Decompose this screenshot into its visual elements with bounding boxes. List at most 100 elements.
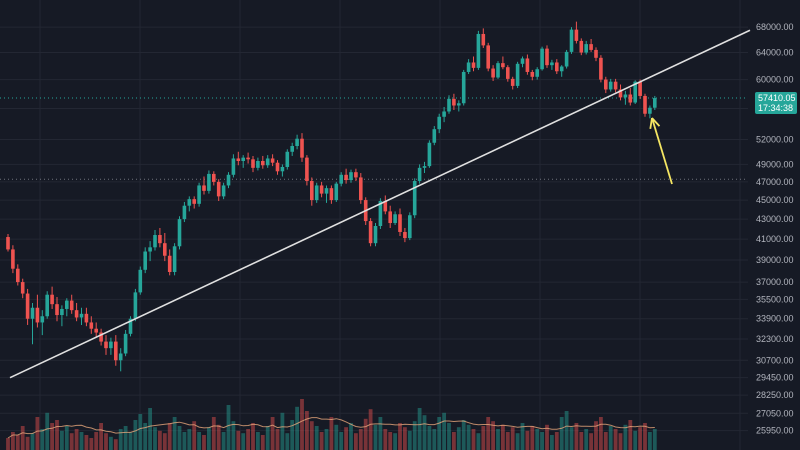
volume-bar bbox=[403, 427, 407, 450]
volume-bar bbox=[104, 433, 108, 450]
candle-body bbox=[123, 333, 128, 354]
volume-bar bbox=[447, 423, 451, 450]
volume-bar bbox=[197, 432, 201, 450]
candle-body bbox=[550, 62, 554, 66]
candle-body bbox=[510, 78, 515, 86]
volume-bar bbox=[510, 427, 515, 450]
volume-bar bbox=[94, 432, 99, 450]
candle-body bbox=[417, 167, 422, 181]
volume-bar bbox=[118, 429, 123, 450]
candle-body bbox=[545, 48, 549, 66]
candle-body bbox=[589, 44, 593, 50]
volume-bar bbox=[207, 427, 211, 450]
candle-body bbox=[207, 173, 211, 191]
volume-bar bbox=[256, 432, 260, 450]
candle-body bbox=[427, 142, 432, 167]
volume-bar bbox=[55, 420, 59, 450]
volume-moving-average bbox=[7, 417, 655, 439]
volume-bar bbox=[187, 429, 192, 450]
candle-body bbox=[559, 66, 564, 72]
drawings bbox=[9, 29, 751, 379]
candle-body bbox=[177, 219, 182, 247]
volume-bar bbox=[138, 414, 143, 450]
candle-body bbox=[442, 111, 446, 117]
candle-body bbox=[584, 44, 588, 53]
candle-body bbox=[221, 185, 226, 197]
candle-body bbox=[216, 181, 221, 197]
candle-body bbox=[461, 71, 466, 104]
candle-body bbox=[69, 300, 74, 311]
volume-bar bbox=[633, 430, 638, 450]
candle-body bbox=[486, 45, 490, 69]
volume-bar bbox=[241, 433, 246, 450]
volume-bar bbox=[113, 439, 118, 450]
candle-body bbox=[231, 158, 236, 175]
volume-bar bbox=[349, 423, 353, 450]
candle-body bbox=[481, 33, 486, 46]
volume-bar bbox=[393, 433, 397, 450]
trendline bbox=[9, 29, 751, 379]
candle-body bbox=[118, 353, 123, 361]
volume-bar bbox=[158, 430, 162, 450]
candle-body bbox=[506, 67, 510, 79]
candle-body bbox=[202, 185, 206, 191]
candle-body bbox=[594, 49, 598, 58]
volume-bar bbox=[432, 429, 437, 450]
volume-bar bbox=[628, 420, 633, 450]
candle-body bbox=[623, 94, 628, 98]
volume-bar bbox=[25, 436, 30, 450]
candle-body bbox=[437, 116, 441, 130]
volume-bar bbox=[309, 421, 314, 450]
y-tick-label: 45000.00 bbox=[756, 195, 794, 205]
volume-bar bbox=[545, 424, 549, 450]
volume-bars bbox=[6, 399, 657, 450]
candle-body bbox=[285, 151, 290, 167]
volume-bar bbox=[177, 426, 182, 450]
candle-body bbox=[432, 129, 437, 143]
candle-body bbox=[84, 313, 89, 323]
volume-bar bbox=[265, 426, 270, 450]
candle-body bbox=[35, 307, 40, 323]
volume-bar bbox=[260, 435, 265, 450]
candle-body bbox=[403, 231, 407, 239]
candle-body bbox=[555, 62, 559, 72]
candle-body bbox=[501, 63, 505, 68]
volume-bar bbox=[530, 426, 535, 450]
volume-bar bbox=[486, 417, 491, 450]
volume-bar bbox=[133, 420, 138, 450]
candle-body bbox=[138, 269, 143, 293]
volume-bar bbox=[584, 429, 589, 450]
candle-body bbox=[65, 300, 69, 309]
price-markers bbox=[0, 97, 748, 180]
volume-bar bbox=[496, 429, 500, 450]
arrow-head bbox=[651, 117, 661, 127]
volume-bar bbox=[40, 429, 45, 450]
candle-body bbox=[158, 235, 162, 244]
candle-body bbox=[133, 292, 138, 319]
candle-body bbox=[153, 235, 157, 248]
y-tick-label: 52000.00 bbox=[756, 135, 794, 145]
candle-body bbox=[261, 161, 265, 166]
volume-bar bbox=[427, 426, 432, 450]
volume-bar bbox=[505, 432, 510, 450]
candle-body bbox=[457, 103, 461, 106]
volume-bar bbox=[60, 430, 64, 450]
candle-body bbox=[319, 185, 324, 194]
candle-body bbox=[275, 162, 280, 172]
volume-bar bbox=[236, 430, 241, 450]
volume-bar bbox=[564, 411, 569, 450]
volume-bar bbox=[270, 417, 275, 450]
candle-body bbox=[236, 158, 241, 162]
y-tick-label: 64000.00 bbox=[756, 48, 794, 58]
volume-bar bbox=[246, 429, 250, 450]
candle-body bbox=[89, 322, 94, 329]
candle-body bbox=[270, 158, 275, 163]
volume-bar bbox=[109, 436, 113, 450]
candle-body bbox=[163, 243, 167, 256]
candle-body bbox=[25, 293, 30, 319]
candle-body bbox=[128, 318, 133, 334]
y-tick-label: 35500.00 bbox=[756, 294, 794, 304]
candle-body bbox=[569, 29, 574, 52]
volume-bar bbox=[226, 405, 231, 450]
